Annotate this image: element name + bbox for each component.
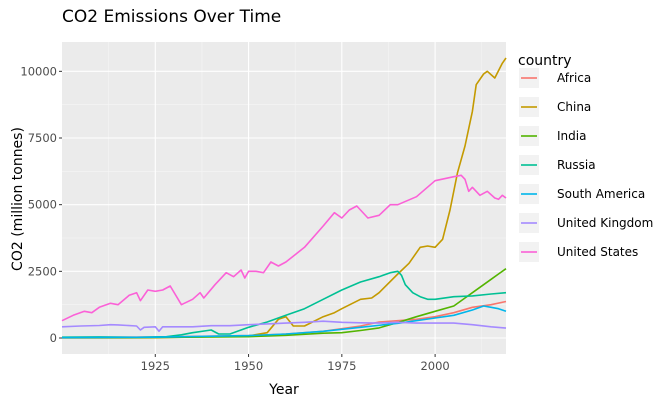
y-tick-label: 10000 <box>20 64 57 78</box>
y-tick-label: 5000 <box>28 198 57 212</box>
x-axis-ticks: 1925 1950 1975 2000 <box>141 354 450 373</box>
grid-minor <box>62 42 506 354</box>
chart-title: CO2 Emissions Over Time <box>62 7 281 27</box>
series-line-united-states <box>61 174 507 322</box>
legend-label-india: India <box>557 129 586 143</box>
series-line-russia <box>61 270 507 339</box>
series-lines <box>61 57 507 339</box>
legend-label-united-states: United States <box>557 245 638 259</box>
x-axis-title: Year <box>268 382 299 398</box>
series-line-china <box>61 57 507 339</box>
plot-panel <box>62 42 506 354</box>
y-axis-ticks: 0 2500 5000 7500 10000 <box>20 64 62 345</box>
y-axis-title: CO2 (million tonnes) <box>10 127 26 271</box>
series-line-south-america <box>61 305 507 339</box>
legend-label-africa: Africa <box>557 71 591 85</box>
series-line-india <box>61 268 507 339</box>
x-tick-label: 1925 <box>141 359 170 373</box>
legend-label-south-america: South America <box>557 187 645 201</box>
x-tick-label: 1975 <box>327 359 356 373</box>
y-tick-label: 0 <box>50 331 57 345</box>
y-tick-label: 7500 <box>28 131 57 145</box>
legend-label-united-kingdom: United Kingdom <box>557 216 653 230</box>
x-tick-label: 2000 <box>420 359 449 373</box>
series-line-united-kingdom <box>61 320 507 333</box>
legend-label-china: China <box>557 100 591 114</box>
legend: country Africa China India Russia South Amer… <box>518 53 653 262</box>
legend-title: country <box>518 53 572 69</box>
y-tick-label: 2500 <box>28 264 57 278</box>
x-tick-label: 1950 <box>234 359 263 373</box>
legend-label-russia: Russia <box>557 158 596 172</box>
